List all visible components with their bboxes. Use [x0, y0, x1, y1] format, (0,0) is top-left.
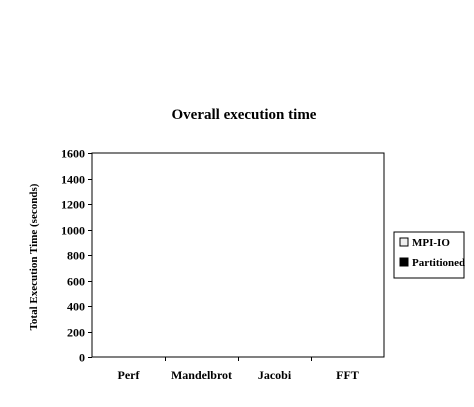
y-tick-label: 0	[79, 351, 85, 365]
y-tick-label: 600	[67, 275, 85, 289]
legend-label: Partitioned	[412, 257, 465, 269]
legend-label: MPI-IO	[412, 237, 450, 249]
x-category-labels: Perf Mandelbrot Jacobi FFT	[118, 368, 359, 382]
x-category-label: FFT	[336, 368, 359, 382]
legend-swatch	[399, 237, 409, 247]
plot-area	[91, 152, 385, 358]
y-tick-label: 1400	[61, 173, 85, 187]
x-category-label: Mandelbrot	[171, 368, 232, 382]
y-tick-label: 1600	[61, 147, 85, 161]
legend: MPI-IO Partitioned	[393, 231, 465, 279]
x-category-label: Perf	[118, 368, 141, 382]
y-tick-label: 1000	[61, 224, 85, 238]
y-tick-label: 400	[67, 300, 85, 314]
legend-swatch	[399, 257, 409, 267]
y-tick-label: 1200	[61, 198, 85, 212]
y-tick-labels: 0 200 400 600 800 1000 1200 1400 1600	[61, 147, 85, 365]
y-tick-label: 800	[67, 249, 85, 263]
y-axis-label: Total Execution Time (seconds)	[28, 183, 40, 330]
y-tick-label: 200	[67, 326, 85, 340]
chart-title: Overall execution time	[172, 107, 317, 123]
axes	[88, 152, 385, 361]
x-category-label: Jacobi	[258, 368, 292, 382]
